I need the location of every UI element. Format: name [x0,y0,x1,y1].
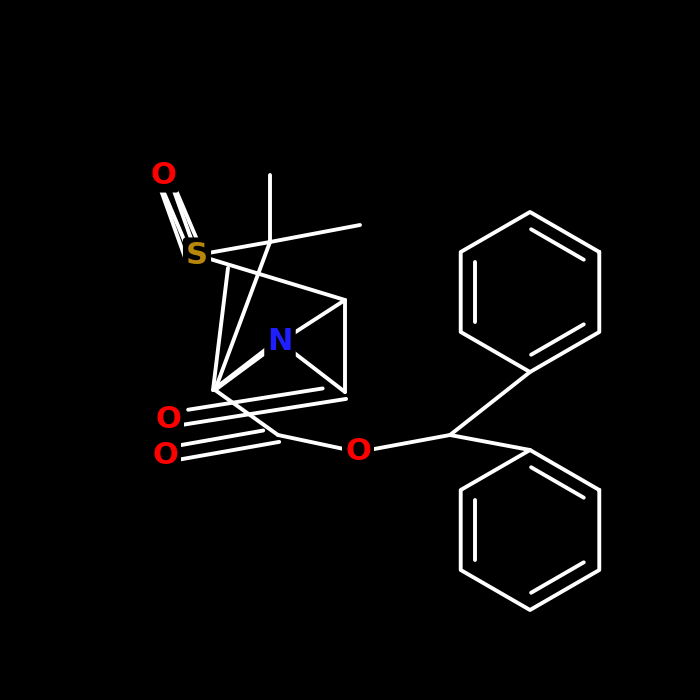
Text: O: O [155,405,181,435]
Text: S: S [186,241,208,270]
Text: O: O [152,440,178,470]
Text: N: N [267,328,293,356]
Text: O: O [150,160,176,190]
Text: O: O [345,438,371,466]
